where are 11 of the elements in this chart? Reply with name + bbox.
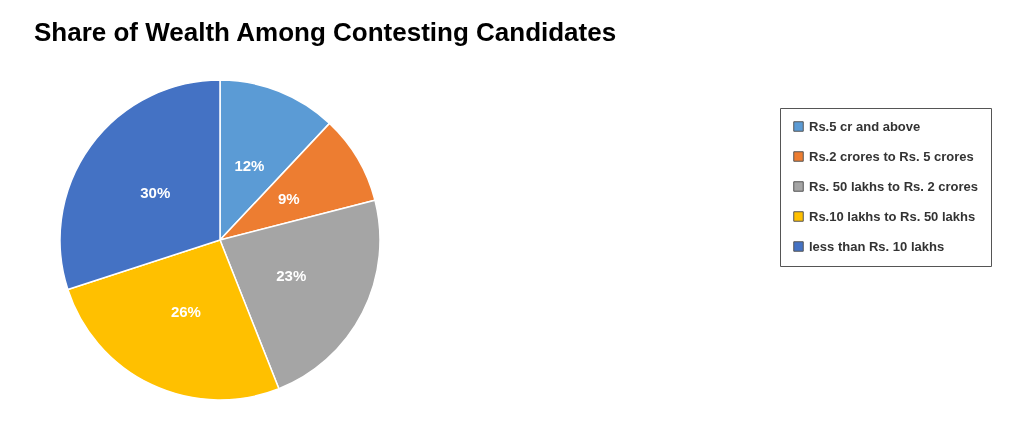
chart-title: Share of Wealth Among Contesting Candidates — [34, 17, 617, 47]
data-label: 26% — [170, 303, 201, 321]
data-label: 30% — [140, 183, 171, 201]
data-label: 9% — [278, 190, 300, 208]
data-label: 23% — [276, 267, 307, 285]
legend-label: Rs. 50 lakhs to Rs. 2 crores — [809, 178, 979, 194]
legend-label: Rs.5 cr and above — [809, 118, 921, 134]
legend-label: less than Rs. 10 lakhs — [809, 238, 945, 254]
data-label: 12% — [234, 156, 265, 174]
legend-label: Rs.2 crores to Rs. 5 crores — [809, 148, 974, 164]
legend-label: Rs.10 lakhs to Rs. 50 lakhs — [809, 208, 976, 224]
